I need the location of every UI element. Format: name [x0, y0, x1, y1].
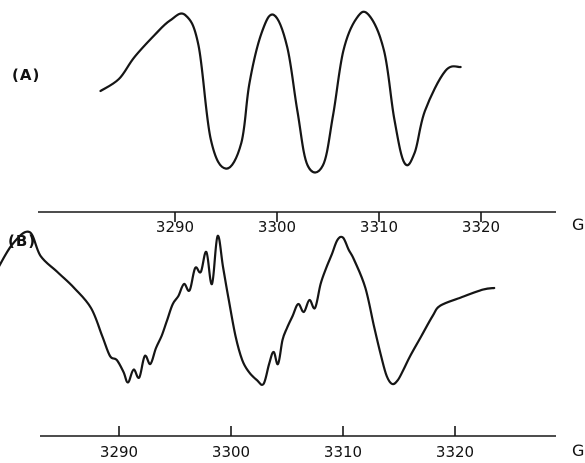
panel-a-spectrum-line — [99, 10, 462, 174]
x-tick-label-3310: 3310 — [360, 218, 398, 236]
panel-b-label: (B) — [8, 232, 36, 250]
x-tick-label-3290: 3290 — [100, 443, 138, 461]
x-tick-label-3290: 3290 — [156, 218, 194, 236]
x-tick-label-3300: 3300 — [258, 218, 296, 236]
panel-a-label: (A) — [12, 66, 40, 84]
x-tick-label-3310: 3310 — [324, 443, 362, 461]
panel-a-unit-label: G — [572, 215, 584, 234]
panel-b-ticks: 3290 3300 3310 3320 — [100, 426, 474, 461]
panel-b-unit-label: G — [572, 441, 584, 460]
panel-a: (A) 3290 3300 3310 3320 G — [12, 10, 584, 236]
panel-a-ticks: 3290 3300 3310 3320 — [156, 212, 500, 236]
x-tick-label-3300: 3300 — [212, 443, 250, 461]
x-tick-label-3320: 3320 — [436, 443, 474, 461]
panel-b-spectrum-line — [0, 230, 496, 386]
panel-b: (B) 3290 3300 3310 3320 G — [0, 230, 584, 461]
x-tick-label-3320: 3320 — [462, 218, 500, 236]
